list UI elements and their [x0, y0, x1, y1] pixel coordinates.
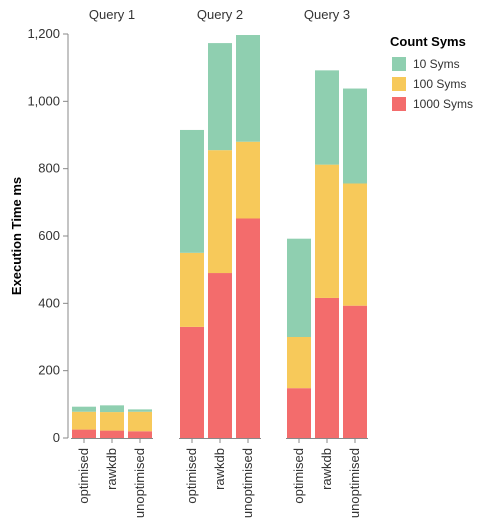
- legend-label: 100 Syms: [413, 77, 466, 91]
- bar-segment-100-syms: [208, 150, 232, 274]
- bar-segment-1000-syms: [100, 430, 124, 438]
- bar-segment-100-syms: [180, 252, 204, 327]
- bar-segment-100-syms: [72, 411, 96, 430]
- y-tick-label: 1,000: [27, 93, 60, 108]
- bar-segment-10-syms: [72, 406, 96, 412]
- legend-swatch: [392, 77, 406, 91]
- bar-segment-10-syms: [236, 35, 260, 142]
- bar-segment-100-syms: [287, 337, 311, 389]
- bar-segment-10-syms: [315, 70, 339, 165]
- legend-label: 10 Syms: [413, 57, 460, 71]
- bar-segment-1000-syms: [236, 218, 260, 438]
- x-tick-label: unoptimised: [132, 448, 147, 518]
- y-tick-label: 600: [38, 228, 60, 243]
- legend-swatch: [392, 57, 406, 71]
- facet-title: Query 3: [304, 7, 350, 22]
- legend-title: Count Syms: [390, 34, 466, 49]
- y-tick-label: 400: [38, 295, 60, 310]
- x-tick-label: optimised: [184, 448, 199, 504]
- bar-segment-10-syms: [208, 43, 232, 151]
- y-tick-label: 1,200: [27, 26, 60, 41]
- bar-segment-1000-syms: [315, 297, 339, 438]
- bar-segment-100-syms: [315, 164, 339, 298]
- facet-title: Query 2: [197, 7, 243, 22]
- bar-segment-1000-syms: [128, 431, 152, 438]
- bar-segment-1000-syms: [72, 429, 96, 438]
- x-tick-label: rawkdb: [104, 448, 119, 490]
- bar-segment-10-syms: [100, 405, 124, 413]
- x-tick-label: unoptimised: [240, 448, 255, 518]
- bar-segment-1000-syms: [287, 388, 311, 438]
- bar-segment-100-syms: [343, 183, 367, 306]
- bar-segment-100-syms: [128, 411, 152, 432]
- legend-label: 1000 Syms: [413, 97, 473, 111]
- y-tick-label: 200: [38, 363, 60, 378]
- x-tick-label: rawkdb: [212, 448, 227, 490]
- bar-segment-1000-syms: [208, 273, 232, 438]
- x-tick-label: rawkdb: [319, 448, 334, 490]
- bar-segment-100-syms: [236, 141, 260, 219]
- bar-segment-100-syms: [100, 412, 124, 431]
- legend: Count Syms 10 Syms 100 Syms 1000 Syms: [390, 34, 473, 111]
- facet-1: Query 1 optimised rawkdb unoptimised: [71, 7, 153, 518]
- bar-segment-10-syms: [343, 88, 367, 184]
- y-axis-title: Execution Time ms: [9, 177, 24, 295]
- y-tick-label: 0: [53, 430, 60, 445]
- y-axis: 0 200 400 600 800 1,000 1,200: [27, 26, 69, 445]
- bar-segment-1000-syms: [343, 305, 367, 438]
- bar-segment-10-syms: [128, 409, 152, 412]
- y-tick-label: 800: [38, 161, 60, 176]
- x-tick-label: unoptimised: [347, 448, 362, 518]
- x-tick-label: optimised: [76, 448, 91, 504]
- x-tick-label: optimised: [291, 448, 306, 504]
- legend-swatch: [392, 97, 406, 111]
- bar-segment-1000-syms: [180, 326, 204, 438]
- facet-title: Query 1: [89, 7, 135, 22]
- bar-segment-10-syms: [287, 238, 311, 337]
- bar-segment-10-syms: [180, 129, 204, 253]
- facet-2: Query 2 optimised rawkdb unoptimised: [179, 7, 261, 518]
- facet-3: Query 3 optimised rawkdb unoptimised: [286, 7, 368, 518]
